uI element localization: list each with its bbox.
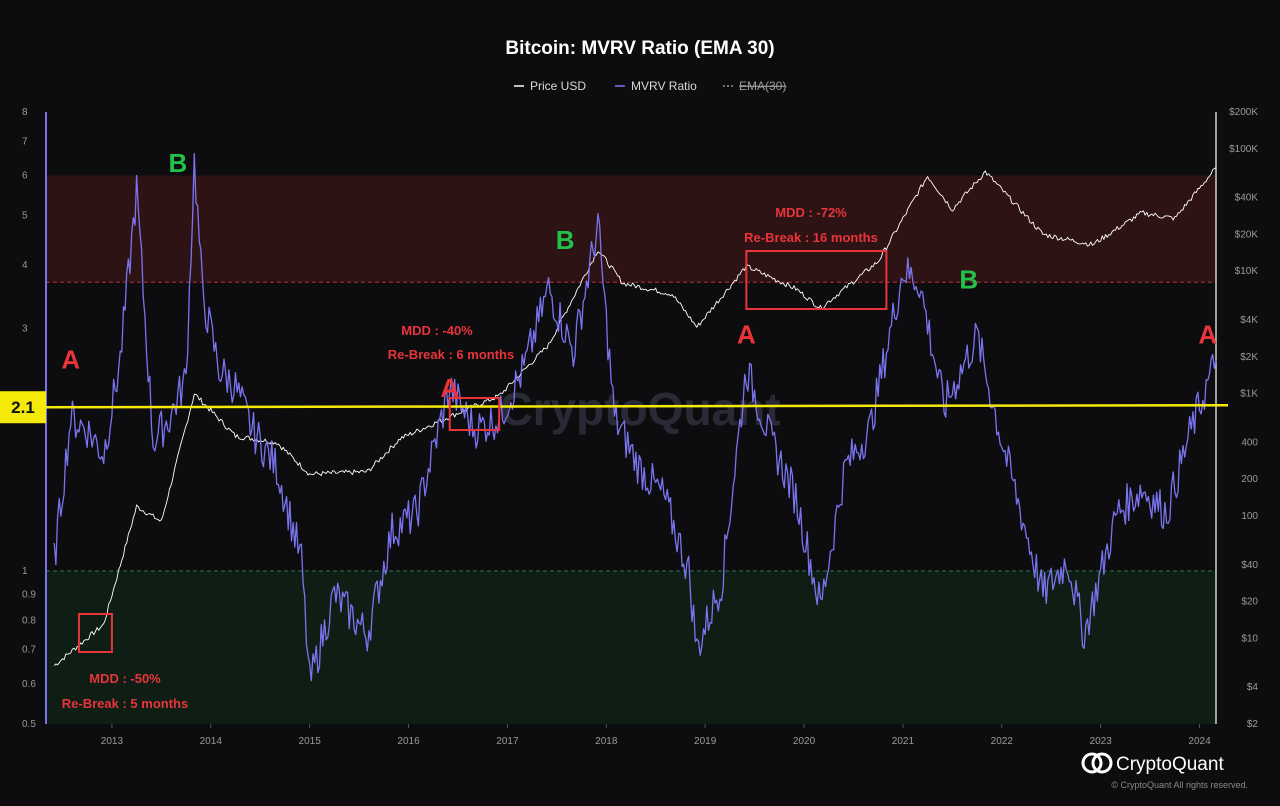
y-right-tick-12: $20K: [1235, 229, 1259, 240]
x-tick-5: 2018: [595, 736, 618, 747]
x-tick-4: 2017: [496, 736, 519, 747]
y-left-tick-1: 0.6: [22, 679, 36, 690]
callout-rebreak-2: Re-Break : 16 months: [744, 230, 878, 245]
x-tick-0: 2013: [101, 736, 124, 747]
x-tick-8: 2021: [892, 736, 915, 747]
x-tick-11: 2024: [1188, 736, 1211, 747]
x-tick-3: 2016: [397, 736, 420, 747]
y-right-tick-1: $4: [1247, 682, 1259, 693]
y-left-tick-6: 3: [22, 324, 28, 335]
y-right-tick-4: $40: [1241, 560, 1258, 571]
annotation-b-5: B: [959, 264, 978, 294]
callout-mdd-0: MDD : -50%: [89, 671, 161, 686]
y-right-tick-15: $200K: [1229, 107, 1258, 118]
callout-rebreak-0: Re-Break : 5 months: [62, 696, 188, 711]
y-right-tick-13: $40K: [1235, 193, 1259, 204]
brand-name: CryptoQuant: [1116, 754, 1224, 775]
y-left-tick-4: 0.9: [22, 589, 36, 600]
y-right-tick-14: $100K: [1229, 144, 1258, 155]
y-right-tick-3: $20: [1241, 597, 1258, 608]
annotation-b-3: B: [556, 225, 575, 255]
x-tick-6: 2019: [694, 736, 717, 747]
zone-0: [46, 175, 1216, 283]
x-tick-1: 2014: [200, 736, 223, 747]
annotation-a-2: A: [440, 373, 459, 403]
legend-item-1: MVRV Ratio: [631, 79, 697, 93]
x-tick-2: 2015: [299, 736, 322, 747]
callout-boxes-layer: MDD : -50% Re-Break : 5 months MDD : -40% R…: [62, 205, 888, 711]
y-right-tick-11: $10K: [1235, 266, 1259, 277]
level-label: 2.1: [11, 398, 35, 417]
y-left-tick-10: 7: [22, 136, 28, 147]
cryptoquant-logo-icon: [1081, 752, 1113, 774]
x-tick-7: 2020: [793, 736, 816, 747]
y-right-tick-6: 200: [1241, 474, 1258, 485]
y-right-tick-5: 100: [1241, 511, 1258, 522]
callout-box-2: [745, 250, 888, 310]
chart-title: Bitcoin: MVRV Ratio (EMA 30): [505, 38, 774, 59]
level-label-bg: [0, 391, 46, 424]
callout-mdd-2: MDD : -72%: [775, 205, 847, 220]
y-right-tick-7: 400: [1241, 437, 1258, 448]
brand-block: CryptoQuant © CryptoQuant All rights res…: [1081, 752, 1248, 790]
annotation-a-4: A: [737, 320, 756, 350]
y-left-tick-11: 8: [22, 107, 28, 118]
series-price-usd: [53, 167, 1217, 667]
chart-legend: Price USD MVRV Ratio EMA(30): [514, 79, 786, 93]
callout-box-0: [77, 613, 113, 653]
zone-1: [46, 571, 1216, 724]
y-left-tick-2: 0.7: [22, 645, 36, 656]
callout-mdd-1: MDD : -40%: [401, 323, 473, 338]
x-tick-9: 2022: [991, 736, 1014, 747]
copyright: © CryptoQuant All rights reserved.: [1111, 780, 1248, 790]
y-right-tick-8: $1K: [1240, 389, 1258, 400]
y-left-tick-8: 5: [22, 211, 28, 222]
y-right-tick-10: $4K: [1240, 315, 1258, 326]
annotations-layer: A B A B A B A: [61, 148, 1217, 403]
annotation-b-1: B: [168, 148, 187, 178]
callout-rebreak-1: Re-Break : 6 months: [388, 347, 514, 362]
callout-box-1: [448, 397, 501, 431]
y-left-tick-3: 0.8: [22, 615, 36, 626]
y-left-tick-5: 1: [22, 566, 28, 577]
y-left-tick-0: 0.5: [22, 719, 36, 730]
level-line-layer: 2.1: [0, 391, 1229, 424]
legend-item-0: Price USD: [530, 79, 586, 93]
level-line: [43, 403, 1229, 409]
axes-layer: 0.5 0.6 0.7 0.8 0.9 1 3 4 5 6 7 8 $2 $4 $10 $20 $40 100 20…: [22, 107, 1258, 747]
x-tick-10: 2023: [1090, 736, 1113, 747]
y-right-tick-2: $10: [1241, 633, 1258, 644]
annotation-a-6: A: [1198, 320, 1217, 350]
legend-item-2: EMA(30): [739, 79, 786, 93]
watermark: CryptoQuant: [499, 383, 780, 435]
zones-layer: [46, 175, 1216, 724]
y-right-tick-9: $2K: [1240, 352, 1258, 363]
y-left-tick-7: 4: [22, 260, 28, 271]
annotation-a-0: A: [61, 345, 80, 375]
y-right-tick-0: $2: [1247, 719, 1259, 730]
y-left-tick-9: 6: [22, 171, 28, 182]
